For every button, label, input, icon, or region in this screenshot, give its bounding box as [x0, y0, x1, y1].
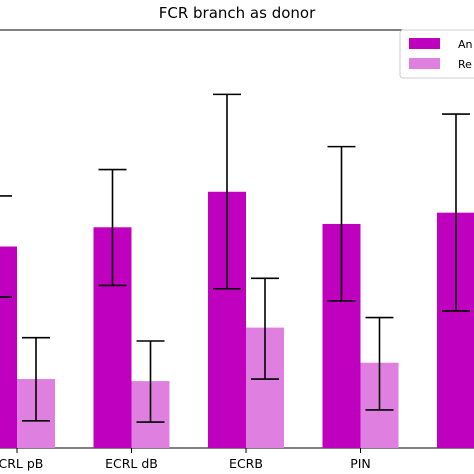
x-tick-label: ECRL pB: [0, 456, 43, 471]
error-bar-series-2-cat-2: [136, 340, 165, 423]
chart-title: FCR branch as donor: [159, 4, 316, 22]
error-bar-series-1-cat-1: [0, 195, 12, 298]
error-bar-series-1-cat-2: [98, 168, 127, 287]
x-tick-label: PIN: [350, 456, 371, 471]
legend-label-series-2: Re: [458, 58, 472, 71]
error-bar-series-2-cat-3: [251, 277, 279, 380]
bar-series-1-cat-1: [0, 246, 17, 448]
error-bar-series-1-cat-4: [327, 145, 356, 302]
x-ticks: ECRL pB ECRL dB ECRB PIN: [0, 448, 371, 471]
legend-swatch-series-1: [409, 38, 440, 49]
x-tick-label: ECRL dB: [105, 456, 158, 471]
error-bar-series-1-cat-3: [213, 93, 241, 290]
legend: An Re: [399, 29, 474, 79]
error-bars: [0, 93, 470, 423]
legend-label-series-1: An: [458, 38, 473, 51]
error-bar-series-2-cat-4: [365, 316, 394, 411]
error-bar-series-2-cat-1: [22, 336, 50, 422]
legend-swatch-series-2: [409, 58, 440, 69]
x-tick-label: ECRB: [229, 456, 263, 471]
bars: [0, 191, 474, 449]
error-bar-series-1-cat-5: [442, 113, 470, 312]
